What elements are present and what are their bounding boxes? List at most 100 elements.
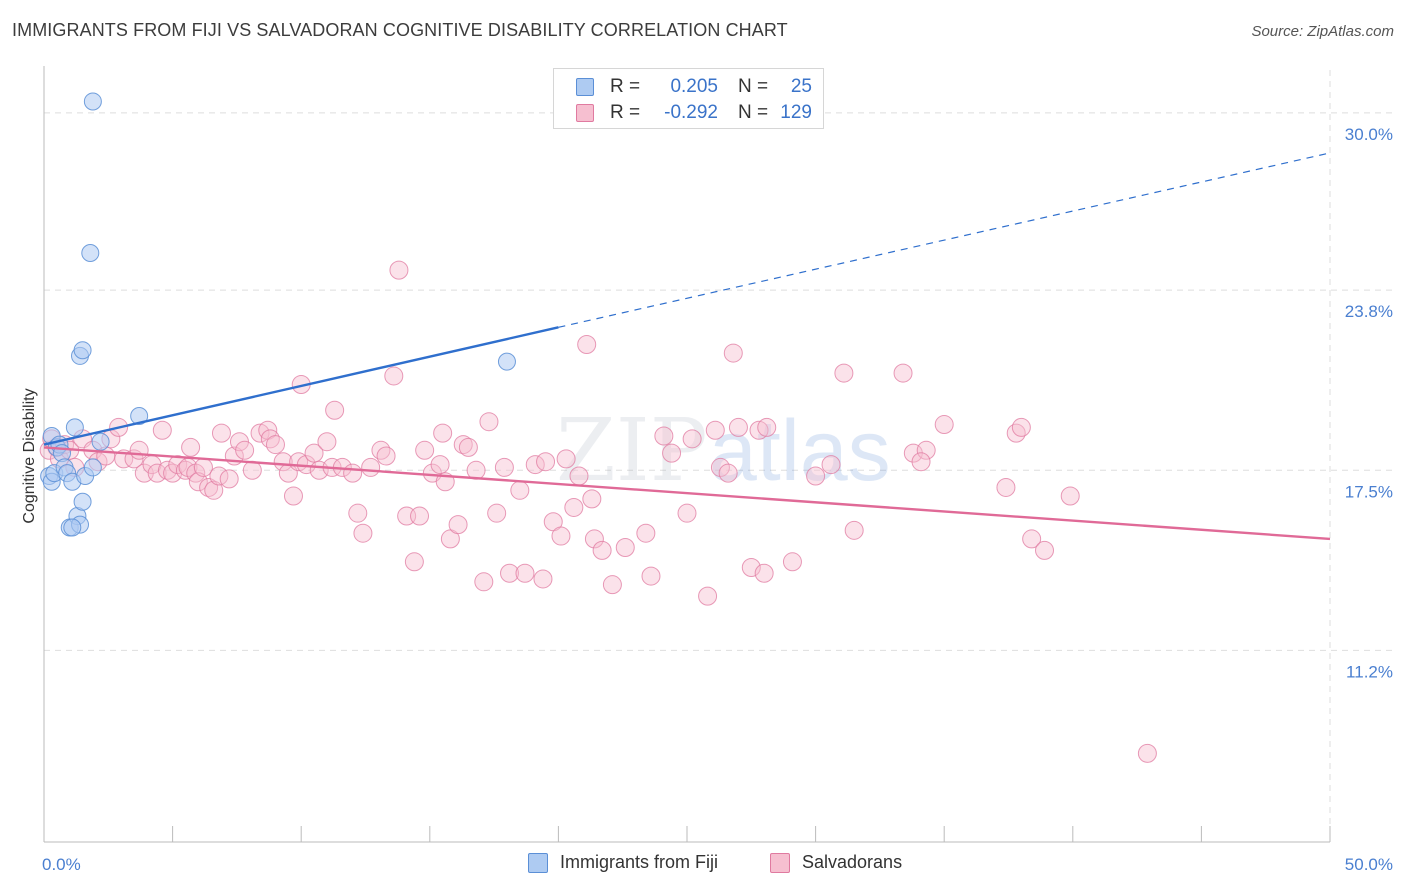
salvadorans-point-38 — [250, 423, 270, 443]
salvadorans-point-89 — [592, 540, 612, 560]
salvadorans-point-25 — [181, 437, 201, 457]
salvadorans-point-54 — [353, 523, 373, 543]
salvadorans-point-116 — [1022, 529, 1042, 549]
salvadorans-point-113 — [916, 440, 936, 460]
salvadorans-point-74 — [487, 503, 507, 523]
fiji-trend-line — [43, 326, 559, 446]
fiji-point-18 — [81, 243, 100, 262]
salvadorans-point-42 — [273, 452, 293, 472]
salvadorans-point-94 — [654, 426, 674, 446]
fiji-point-17 — [73, 341, 92, 360]
salvadorans-point-33 — [219, 469, 239, 489]
salvadorans-point-108 — [821, 455, 841, 475]
fiji-point-21 — [91, 432, 110, 451]
salvadorans-point-56 — [371, 440, 391, 460]
salvadorans-r-label: R = — [610, 102, 641, 123]
salvadorans-n-label: N = — [738, 102, 769, 123]
salvadorans-legend-label: Salvadorans — [802, 852, 903, 872]
salvadorans-point-99 — [710, 457, 730, 477]
fiji-legend-label: Immigrants from Fiji — [560, 852, 719, 872]
salvadorans-point-55 — [361, 457, 381, 477]
fiji-point-20 — [83, 458, 102, 477]
y-tick-label-3: 11.2% — [1346, 662, 1393, 681]
fiji-r-label: R = — [610, 76, 641, 97]
salvadorans-point-127 — [911, 452, 931, 472]
salvadorans-point-128 — [806, 466, 826, 486]
salvadorans-points — [39, 260, 1157, 763]
salvadorans-point-110 — [844, 520, 864, 540]
salvadorans-point-75 — [494, 457, 514, 477]
fiji-legend-swatch — [528, 852, 548, 873]
salvadorans-point-102 — [728, 417, 748, 437]
salvadorans-point-41 — [265, 435, 285, 455]
salvadorans-point-69 — [453, 435, 473, 455]
salvadorans-point-84 — [556, 449, 576, 469]
y-tick-label-1: 23.8% — [1345, 302, 1393, 321]
salvadorans-point-52 — [343, 463, 363, 483]
legend-item-salvadorans: Salvadorans — [770, 852, 902, 873]
salvadorans-point-58 — [384, 366, 404, 386]
salvadorans-point-44 — [283, 486, 303, 506]
y-tick-label-2: 17.5% — [1345, 482, 1393, 501]
fiji-point-22 — [130, 406, 149, 425]
salvadorans-point-86 — [569, 466, 589, 486]
salvadorans-point-37 — [242, 460, 262, 480]
salvadorans-point-73 — [479, 412, 499, 432]
salvadorans-legend-swatch — [770, 852, 790, 873]
salvadorans-point-81 — [536, 452, 556, 472]
salvadorans-point-120 — [934, 415, 954, 435]
x-tick-label-0: 0.0% — [42, 855, 81, 874]
x-tick-labels: 0.0% 50.0% — [42, 855, 1393, 874]
salvadorans-point-76 — [500, 563, 520, 583]
fiji-point-19 — [83, 92, 102, 111]
salvadorans-point-49 — [317, 432, 337, 452]
legend-row-salvadorans: R = -0.292 N = 129 — [576, 101, 812, 125]
salvadorans-point-126 — [705, 420, 725, 440]
axes — [43, 66, 1331, 843]
salvadorans-point-62 — [410, 506, 430, 526]
salvadorans-point-118 — [1060, 486, 1080, 506]
salvadorans-point-36 — [235, 440, 255, 460]
fiji-n-value: 25 — [790, 76, 812, 97]
fiji-r-value: 0.205 — [670, 76, 718, 97]
salvadorans-swatch — [576, 104, 594, 122]
fiji-point-14 — [73, 492, 92, 511]
y-axis-title: Cognitive Disability — [21, 388, 38, 523]
salvadorans-point-88 — [584, 529, 604, 549]
salvadorans-point-115 — [1006, 423, 1026, 443]
watermark-atlas: atlas — [709, 403, 891, 499]
salvadorans-point-96 — [677, 503, 697, 523]
salvadorans-point-125 — [582, 489, 602, 509]
salvadorans-point-111 — [893, 363, 913, 383]
fiji-point-23 — [497, 352, 516, 371]
salvadorans-point-100 — [718, 463, 738, 483]
stats-legend: R = 0.205 N = 25 R = -0.292 N = 129 — [553, 68, 824, 129]
legend-item-fiji: Immigrants from Fiji — [528, 852, 718, 873]
fiji-n-label: N = — [738, 76, 769, 97]
fiji-trend-extension — [558, 152, 1331, 328]
salvadorans-point-61 — [404, 552, 424, 572]
salvadorans-point-87 — [577, 334, 597, 354]
salvadorans-point-47 — [304, 443, 324, 463]
source-credit: Source: ZipAtlas.com — [1251, 23, 1394, 40]
salvadorans-point-103 — [741, 558, 761, 578]
salvadorans-point-72 — [474, 572, 494, 592]
salvadorans-point-53 — [348, 503, 368, 523]
salvadorans-point-124 — [433, 423, 453, 443]
salvadorans-point-123 — [325, 400, 345, 420]
salvadorans-point-114 — [996, 477, 1016, 497]
salvadorans-point-119 — [1137, 743, 1157, 763]
salvadorans-point-101 — [723, 343, 743, 363]
trend-lines — [43, 152, 1331, 541]
salvadorans-point-27 — [188, 472, 208, 492]
fiji-point-24 — [63, 518, 82, 537]
salvadorans-point-91 — [615, 537, 635, 557]
salvadorans-r-value: -0.292 — [664, 102, 718, 123]
salvadorans-point-59 — [389, 260, 409, 280]
y-tick-labels: 30.0% 23.8% 17.5% 11.2% — [1345, 125, 1393, 682]
chart-title: IMMIGRANTS FROM FIJI VS SALVADORAN COGNI… — [12, 20, 788, 40]
salvadorans-point-63 — [415, 440, 435, 460]
salvadorans-point-92 — [636, 523, 656, 543]
salvadorans-point-70 — [458, 437, 478, 457]
